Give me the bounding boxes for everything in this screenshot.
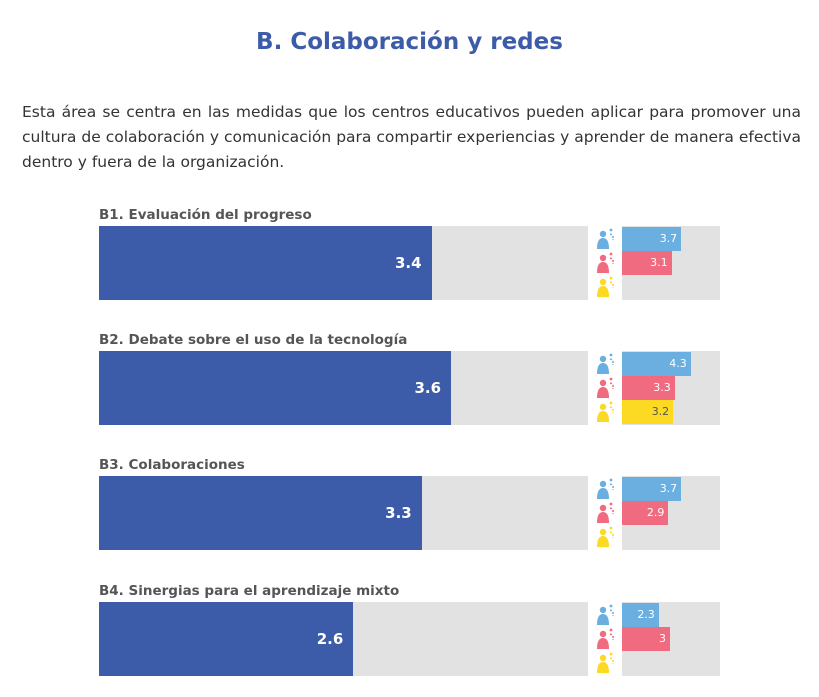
chart-title-2: B2. Debate sobre el uso de la tecnología	[99, 332, 408, 348]
main-bar-track-1: 3.4	[99, 226, 588, 300]
group-bar-2-2	[622, 376, 675, 400]
person-group-pink-icon	[595, 376, 617, 400]
group-bar-label-2-3: 3.2	[651, 405, 670, 418]
chart-title-3: B3. Colaboraciones	[99, 457, 245, 473]
group-bar-4-2	[622, 627, 670, 651]
group-bar-1-1	[622, 227, 682, 251]
group-bar-label-4-1: 2.3	[637, 608, 655, 621]
group-bar-label-1-1: 3.7	[659, 232, 678, 245]
group-bar-1-2	[622, 251, 672, 275]
person-group-blue-icon	[595, 477, 617, 501]
group-bars-track-1: 3.7 3.1	[622, 226, 720, 300]
main-bar-label-2: 3.6	[414, 379, 442, 397]
person-group-yellow-icon	[595, 400, 617, 424]
group-bar-label-3-2: 2.9	[646, 506, 665, 519]
main-bar-label-4: 2.6	[316, 630, 344, 648]
person-group-blue-icon	[595, 603, 617, 627]
person-group-yellow-icon	[595, 525, 617, 549]
group-bar-2-1	[622, 352, 691, 376]
chart-title-4: B4. Sinergias para el aprendizaje mixto	[99, 583, 400, 599]
main-bar-4	[99, 602, 354, 676]
person-group-pink-icon	[595, 627, 617, 651]
main-bar-1	[99, 226, 432, 300]
main-bar-2	[99, 351, 452, 425]
person-group-blue-icon	[595, 352, 617, 376]
group-bars-track-4: 2.3 3	[622, 602, 720, 676]
person-group-yellow-icon	[595, 275, 617, 299]
main-bar-label-3: 3.3	[385, 504, 412, 522]
group-bar-label-3-1: 3.7	[659, 482, 678, 495]
group-bars-track-3: 3.7 2.9	[622, 476, 720, 550]
person-group-pink-icon	[595, 501, 617, 525]
group-bar-2-3	[622, 400, 674, 424]
group-bars-track-2: 4.3 3.3 3.2	[622, 351, 720, 425]
chart-title-1: B1. Evaluación del progreso	[99, 207, 312, 223]
group-bar-label-1-2: 3.1	[650, 256, 668, 269]
group-bar-3-2	[622, 501, 669, 525]
main-bar-track-4: 2.6	[99, 602, 588, 676]
intro-paragraph: Esta área se centra en las medidas que l…	[22, 103, 801, 171]
main-bar-track-3: 3.3	[99, 476, 588, 550]
group-bar-label-4-2: 3	[659, 632, 666, 645]
person-group-blue-icon	[595, 227, 617, 251]
main-bar-label-1: 3.4	[394, 254, 422, 272]
group-bar-4-1	[622, 603, 659, 627]
person-group-pink-icon	[595, 251, 617, 275]
person-group-yellow-icon	[595, 651, 617, 675]
group-bar-label-2-2: 3.3	[653, 381, 671, 394]
main-bar-3	[99, 476, 422, 550]
group-bar-3-1	[622, 477, 682, 501]
main-bar-track-2: 3.6	[99, 351, 588, 425]
group-bar-label-2-1: 4.3	[669, 357, 687, 370]
page-title: B. Colaboración y redes	[256, 29, 563, 55]
